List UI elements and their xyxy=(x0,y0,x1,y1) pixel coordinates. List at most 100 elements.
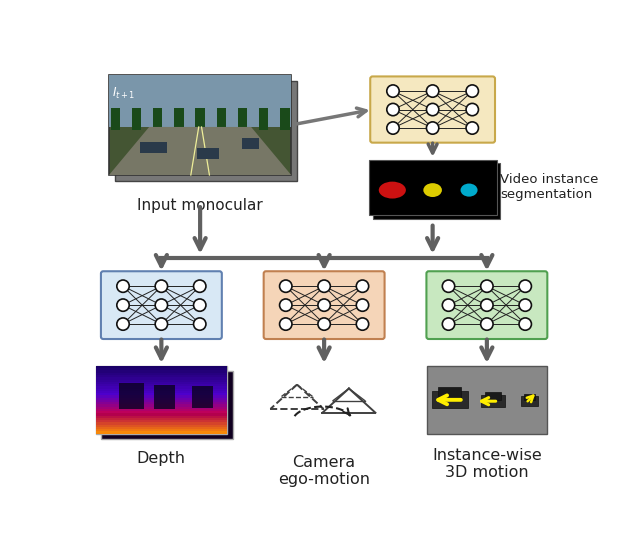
Circle shape xyxy=(426,122,439,134)
Bar xyxy=(372,164,500,219)
Bar xyxy=(111,108,120,130)
Circle shape xyxy=(519,280,531,292)
Bar xyxy=(115,81,298,181)
Bar xyxy=(95,411,227,414)
Bar xyxy=(95,398,227,400)
Bar xyxy=(369,160,497,215)
Circle shape xyxy=(387,122,399,134)
Bar xyxy=(154,385,175,409)
Circle shape xyxy=(318,280,330,292)
Bar xyxy=(95,404,227,407)
Circle shape xyxy=(519,299,531,311)
Bar xyxy=(95,384,227,386)
Circle shape xyxy=(426,85,439,97)
Bar xyxy=(95,389,227,391)
Bar xyxy=(95,418,227,421)
Bar xyxy=(259,108,268,130)
Bar xyxy=(95,377,227,380)
Bar xyxy=(174,108,184,130)
Text: Input monocular: Input monocular xyxy=(137,198,263,213)
Circle shape xyxy=(117,280,129,292)
Bar xyxy=(95,422,227,425)
Bar xyxy=(95,429,227,432)
FancyBboxPatch shape xyxy=(370,76,495,143)
Bar xyxy=(132,108,141,130)
Circle shape xyxy=(117,299,129,311)
Circle shape xyxy=(155,299,168,311)
Bar xyxy=(95,424,227,427)
Text: $I_{t+1}$: $I_{t+1}$ xyxy=(112,86,136,101)
Bar xyxy=(95,393,227,396)
Bar xyxy=(101,371,233,439)
Bar xyxy=(95,431,227,434)
Bar xyxy=(427,366,547,433)
Circle shape xyxy=(466,85,479,97)
Text: $I_t$: $I_t$ xyxy=(112,192,121,207)
FancyBboxPatch shape xyxy=(426,271,547,339)
Circle shape xyxy=(387,85,399,97)
FancyBboxPatch shape xyxy=(101,271,222,339)
Ellipse shape xyxy=(461,184,477,197)
Bar xyxy=(95,382,227,384)
Bar xyxy=(95,407,227,409)
Bar xyxy=(95,366,227,433)
Circle shape xyxy=(519,318,531,330)
Bar xyxy=(524,394,535,400)
Circle shape xyxy=(318,318,330,330)
Bar xyxy=(195,108,205,130)
Bar xyxy=(109,75,291,175)
Bar xyxy=(95,386,227,389)
Circle shape xyxy=(356,280,369,292)
Bar xyxy=(95,416,227,418)
Bar xyxy=(438,388,461,398)
Circle shape xyxy=(155,318,168,330)
Circle shape xyxy=(193,280,206,292)
Bar xyxy=(242,138,259,149)
Bar xyxy=(95,371,227,373)
Circle shape xyxy=(155,280,168,292)
Circle shape xyxy=(356,299,369,311)
Bar xyxy=(197,148,219,159)
Circle shape xyxy=(280,299,292,311)
Text: Instance-wise
3D motion: Instance-wise 3D motion xyxy=(432,447,541,480)
Bar xyxy=(95,366,227,368)
Circle shape xyxy=(481,299,493,311)
Bar xyxy=(95,409,227,412)
Bar xyxy=(481,395,506,407)
Ellipse shape xyxy=(379,181,406,199)
Circle shape xyxy=(442,318,454,330)
Circle shape xyxy=(481,318,493,330)
Bar xyxy=(95,395,227,398)
Bar xyxy=(95,373,227,375)
Circle shape xyxy=(426,104,439,116)
Circle shape xyxy=(466,104,479,116)
Bar xyxy=(193,386,212,408)
Circle shape xyxy=(318,299,330,311)
Text: Video instance
segmentation: Video instance segmentation xyxy=(500,174,599,202)
Circle shape xyxy=(442,299,454,311)
Bar xyxy=(485,392,501,400)
Polygon shape xyxy=(109,127,291,175)
Circle shape xyxy=(442,280,454,292)
Bar xyxy=(95,391,227,394)
Text: Depth: Depth xyxy=(137,451,186,466)
Circle shape xyxy=(387,104,399,116)
Bar xyxy=(95,400,227,403)
FancyBboxPatch shape xyxy=(264,271,385,339)
Bar xyxy=(95,413,227,416)
Bar xyxy=(153,108,163,130)
Bar xyxy=(95,420,227,423)
Ellipse shape xyxy=(423,183,442,197)
Bar xyxy=(95,368,227,371)
Bar xyxy=(119,383,143,409)
Bar xyxy=(238,108,247,130)
Bar xyxy=(95,427,227,430)
Circle shape xyxy=(117,318,129,330)
Bar xyxy=(95,380,227,382)
Circle shape xyxy=(481,280,493,292)
Circle shape xyxy=(193,318,206,330)
Circle shape xyxy=(193,299,206,311)
Bar xyxy=(217,108,226,130)
Bar xyxy=(280,108,290,130)
Bar xyxy=(109,75,291,127)
